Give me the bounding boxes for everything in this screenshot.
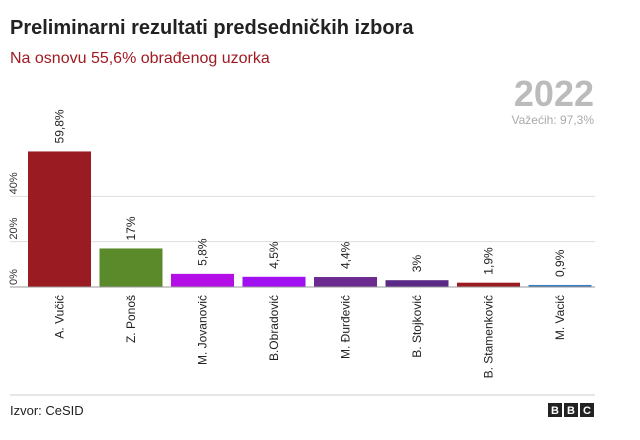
x-tick-label: B. Stojković xyxy=(410,295,424,358)
logo-box xyxy=(548,403,562,417)
year: 2022 xyxy=(514,73,594,114)
x-tick-label: Z. Ponoš xyxy=(124,295,138,343)
value-label: 3% xyxy=(410,255,424,273)
source: Izvor: CeSID xyxy=(10,403,84,418)
bar xyxy=(528,284,592,287)
bar xyxy=(171,273,234,287)
bar xyxy=(385,280,449,287)
value-label: 4,5% xyxy=(267,241,281,269)
value-label: 4,4% xyxy=(339,241,353,269)
bar xyxy=(242,276,306,287)
value-label: 59,8% xyxy=(53,109,67,143)
bar xyxy=(28,151,91,287)
logo-box xyxy=(564,403,578,417)
x-tick-label: A. Vučić xyxy=(53,295,67,339)
x-tick-label: B.Obradović xyxy=(267,295,281,361)
chart-title: Preliminarni rezultati predsedničkih izb… xyxy=(10,17,414,39)
logo-letter: C xyxy=(583,405,591,417)
bar xyxy=(314,277,377,287)
logo-letter: B xyxy=(567,405,575,417)
y-tick-label: 40% xyxy=(8,172,20,194)
value-label: 0,9% xyxy=(553,249,567,277)
logo-letter: B xyxy=(551,405,559,417)
y-tick-label: 0% xyxy=(8,269,20,285)
x-tick-label: M. Jovanović xyxy=(196,295,210,365)
note: Važećih: 97,3% xyxy=(512,113,595,127)
x-tick-label: M. Đurđević xyxy=(339,295,353,359)
x-tick-label: B. Stamenković xyxy=(482,295,496,378)
bar xyxy=(457,282,520,287)
x-tick-label: M. Vacić xyxy=(553,295,567,340)
value-label: 17% xyxy=(124,216,138,240)
chart-subtitle: Na osnovu 55,6% obrađenog uzorka xyxy=(10,50,270,67)
bar xyxy=(99,248,163,287)
y-tick-label: 20% xyxy=(8,217,20,239)
value-label: 5,8% xyxy=(196,238,210,266)
logo-box xyxy=(580,403,594,417)
value-label: 1,9% xyxy=(482,247,496,275)
